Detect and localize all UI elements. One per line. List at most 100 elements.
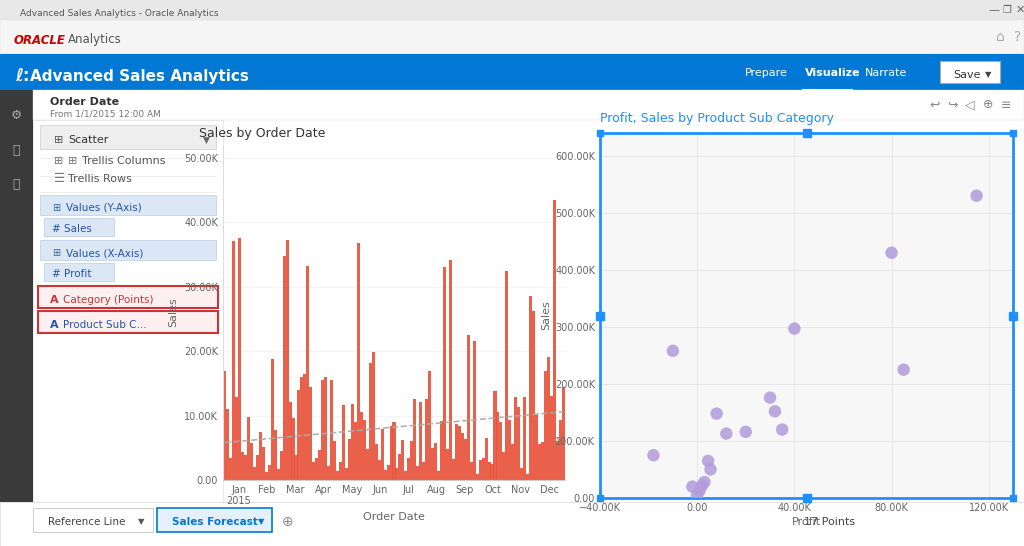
Bar — [475, 474, 478, 480]
Point — [702, 465, 719, 474]
Bar — [411, 441, 414, 480]
Bar — [481, 458, 484, 480]
Bar — [359, 412, 362, 480]
Bar — [431, 448, 434, 480]
Bar — [473, 341, 476, 480]
Text: Sales by Order Date: Sales by Order Date — [199, 127, 326, 140]
Bar — [366, 449, 369, 480]
Bar — [38, 286, 218, 308]
Point — [700, 456, 717, 465]
Bar — [395, 467, 398, 480]
Text: Analytics: Analytics — [68, 33, 122, 46]
Bar — [232, 241, 236, 480]
Point — [665, 347, 681, 355]
Bar — [0, 0, 1024, 20]
Bar — [40, 125, 216, 149]
Y-axis label: Sales: Sales — [541, 301, 551, 330]
Bar — [303, 374, 306, 480]
Bar — [940, 61, 1000, 83]
Bar — [226, 410, 229, 480]
Text: ▼: ▼ — [985, 70, 991, 80]
Bar — [362, 420, 366, 480]
Bar — [0, 502, 1024, 546]
Bar — [484, 438, 487, 480]
Bar — [408, 458, 411, 480]
Bar — [244, 455, 247, 480]
Bar — [514, 397, 517, 480]
Bar — [559, 420, 562, 480]
Bar — [0, 20, 1024, 54]
Bar — [401, 440, 404, 480]
Bar — [267, 465, 270, 480]
Bar — [223, 371, 226, 480]
Bar — [434, 443, 437, 480]
Bar — [541, 442, 544, 480]
Point — [762, 393, 778, 402]
Text: Advanced Sales Analytics - Oracle Analytics: Advanced Sales Analytics - Oracle Analyt… — [20, 9, 218, 19]
Bar — [490, 464, 494, 480]
Point — [718, 429, 734, 438]
Bar — [556, 441, 559, 480]
Bar — [532, 311, 536, 480]
Text: Reference Line: Reference Line — [48, 517, 125, 527]
Bar — [506, 271, 508, 480]
Bar — [422, 462, 425, 480]
Text: ≡: ≡ — [1001, 98, 1012, 111]
Point — [884, 248, 900, 257]
Text: Narrate: Narrate — [865, 68, 907, 78]
Text: 17 Points: 17 Points — [804, 517, 855, 527]
Bar — [517, 407, 520, 480]
Bar — [330, 380, 333, 480]
Text: 🔧: 🔧 — [12, 179, 19, 192]
Bar — [503, 452, 506, 480]
Bar — [384, 470, 387, 480]
Bar — [547, 357, 550, 480]
Bar — [500, 422, 503, 480]
Point — [694, 481, 711, 490]
Bar — [312, 462, 315, 480]
Bar — [345, 468, 348, 480]
Bar — [289, 402, 292, 480]
Bar — [354, 422, 357, 480]
Bar — [550, 396, 553, 480]
Bar — [229, 458, 232, 480]
Bar — [265, 472, 268, 480]
Bar — [241, 452, 244, 480]
Bar — [523, 397, 526, 480]
Bar — [0, 54, 1024, 90]
Y-axis label: Sales: Sales — [169, 298, 178, 328]
Bar — [511, 444, 514, 480]
Text: ℓ:: ℓ: — [15, 67, 30, 85]
Text: ✕: ✕ — [1016, 5, 1024, 15]
Text: ▼: ▼ — [258, 518, 264, 526]
Bar — [467, 335, 470, 480]
Text: From 1/1/2015 12:00 AM: From 1/1/2015 12:00 AM — [50, 110, 161, 118]
Bar — [404, 471, 408, 480]
Text: ↪: ↪ — [947, 98, 957, 111]
Text: ⊕: ⊕ — [282, 515, 294, 529]
Text: ⊕: ⊕ — [983, 98, 993, 111]
Bar — [315, 458, 318, 480]
Text: Trellis Rows: Trellis Rows — [68, 174, 132, 184]
Bar — [256, 455, 259, 480]
Bar — [325, 377, 328, 480]
Bar — [40, 240, 216, 260]
Bar — [339, 462, 342, 480]
Text: Category (Points): Category (Points) — [63, 295, 154, 305]
Text: Prepare: Prepare — [745, 68, 787, 78]
Bar — [306, 266, 309, 480]
Text: ?: ? — [1014, 30, 1021, 44]
Bar — [44, 218, 114, 236]
Bar — [440, 421, 443, 480]
Bar — [318, 450, 322, 480]
Text: ☰: ☰ — [54, 173, 66, 186]
Bar — [351, 403, 354, 480]
Bar — [253, 467, 256, 480]
Point — [684, 482, 700, 491]
Bar — [526, 474, 529, 480]
Bar — [236, 397, 239, 480]
Text: Values (Y-Axis): Values (Y-Axis) — [66, 203, 141, 213]
Bar — [273, 430, 276, 480]
Bar — [464, 439, 467, 480]
Point — [774, 425, 791, 434]
